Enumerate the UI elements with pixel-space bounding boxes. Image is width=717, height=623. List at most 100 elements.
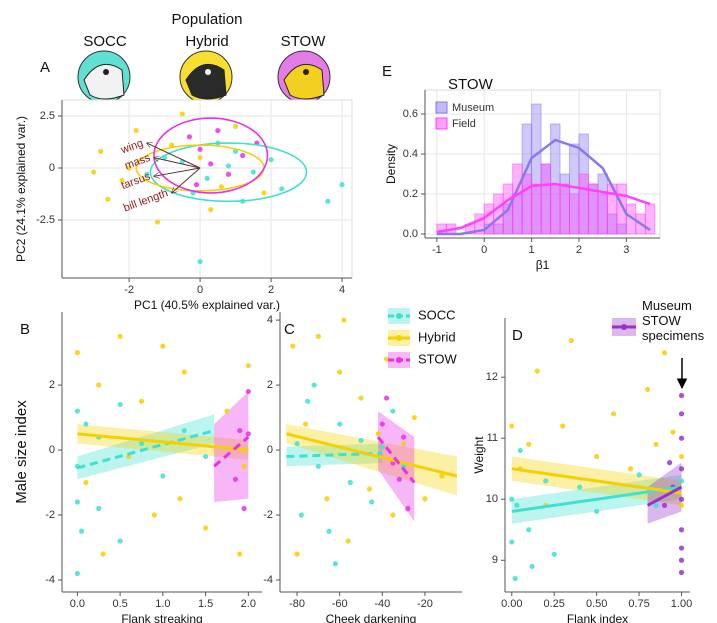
point — [512, 575, 518, 582]
legend-dot — [396, 335, 402, 341]
histogram-bar — [559, 183, 571, 235]
point — [83, 421, 89, 427]
point — [96, 505, 102, 512]
point — [197, 155, 203, 161]
point — [534, 368, 540, 374]
x-tick-label: 0.0 — [70, 598, 85, 610]
loading-arrow — [147, 143, 201, 169]
x-tick-label: 0.25 — [544, 598, 565, 610]
x-axis-label: β1 — [536, 258, 550, 272]
loading-arrow — [154, 167, 201, 176]
point — [678, 411, 685, 417]
point — [653, 441, 659, 447]
x-tick-label: -1 — [432, 244, 442, 256]
y-tick-label: 2 — [267, 379, 273, 391]
x-tick-label: 1.5 — [198, 598, 213, 610]
point — [315, 333, 321, 339]
point — [670, 429, 676, 435]
point — [224, 408, 230, 414]
point — [390, 408, 396, 414]
fit-line — [77, 432, 249, 452]
panel-label: D — [512, 327, 523, 344]
panel-label: C — [284, 321, 295, 338]
point — [215, 127, 221, 134]
legend-swatch — [435, 117, 448, 130]
point — [678, 496, 685, 502]
point — [375, 431, 381, 437]
point — [678, 392, 685, 399]
point — [358, 395, 364, 401]
y-tick-label: -4 — [45, 574, 55, 586]
x-tick-label: 3 — [623, 244, 629, 256]
point — [347, 479, 353, 486]
x-tick-label: -2 — [124, 284, 134, 296]
point — [560, 423, 566, 429]
point — [401, 434, 407, 440]
point — [218, 184, 224, 190]
point — [311, 382, 317, 388]
confidence-band — [77, 414, 215, 480]
point — [96, 382, 102, 388]
point — [138, 398, 145, 404]
point — [568, 337, 574, 344]
group-label: STOW — [281, 33, 327, 50]
point — [678, 453, 685, 460]
point — [193, 182, 200, 188]
point — [390, 512, 396, 518]
point — [678, 527, 685, 533]
y-tick-label: 0.0 — [403, 228, 418, 240]
density-curve — [436, 138, 651, 236]
legend-dot — [396, 313, 402, 319]
panel-label: B — [20, 321, 30, 338]
point — [197, 258, 203, 265]
y-axis-label: PC2 (24.1% explained var.) — [14, 116, 28, 262]
point — [339, 182, 345, 188]
point — [379, 421, 385, 427]
point — [290, 343, 296, 349]
point — [261, 190, 267, 196]
x-tick-label: 0 — [197, 284, 203, 296]
x-tick-label: 1.00 — [671, 598, 692, 610]
point — [526, 527, 532, 533]
point — [422, 496, 428, 502]
point — [324, 496, 330, 502]
fit-line — [511, 467, 682, 495]
point — [268, 157, 274, 163]
legend-dot — [396, 357, 402, 363]
point — [379, 444, 385, 450]
group-label: Hybrid — [185, 33, 228, 50]
point — [636, 472, 642, 478]
point — [98, 148, 104, 154]
point — [405, 505, 411, 512]
histogram-bar — [578, 173, 589, 235]
legend-label: SOCC — [418, 307, 456, 322]
point — [678, 466, 685, 472]
histogram-bar — [597, 193, 608, 235]
x-tick-label: 1 — [529, 244, 535, 256]
point — [509, 539, 515, 545]
legend-label: Field — [452, 118, 476, 130]
point — [305, 398, 311, 404]
point — [74, 499, 80, 505]
confidence-band — [286, 443, 383, 467]
point — [179, 111, 185, 117]
point — [577, 484, 583, 490]
point — [279, 186, 285, 192]
legend-label: Museum STOW specimens — [642, 298, 705, 343]
y-tick-label: -2 — [263, 509, 273, 521]
x-tick-label: -60 — [332, 598, 348, 610]
density-curve — [436, 182, 651, 234]
point — [526, 441, 532, 447]
x-tick-label: 0.00 — [501, 598, 522, 610]
point — [369, 499, 375, 505]
point — [611, 411, 617, 417]
x-axis-label: PC1 (40.5% explained var.) — [134, 298, 280, 312]
point — [105, 196, 111, 202]
point — [197, 146, 203, 152]
point — [627, 466, 634, 472]
point — [396, 476, 402, 482]
point — [315, 463, 321, 469]
point — [383, 356, 390, 362]
x-tick-label: 2 — [576, 244, 582, 256]
